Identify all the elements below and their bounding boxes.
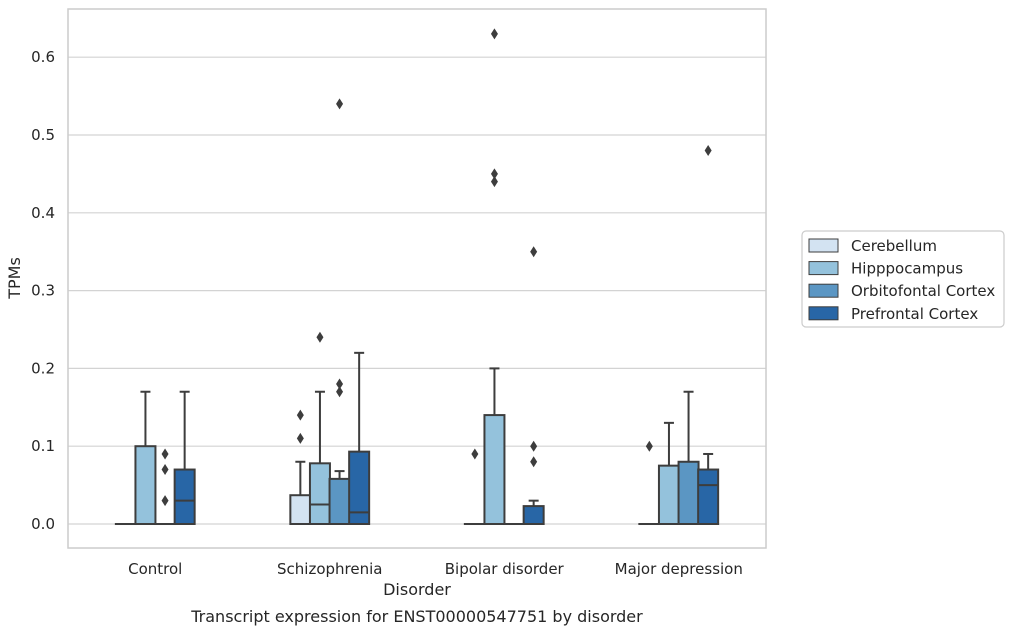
- legend-label: Prefrontal Cortex: [851, 305, 978, 323]
- box-hipppocampus: [135, 392, 155, 524]
- legend-swatch: [809, 307, 838, 320]
- outlier-point: [162, 464, 169, 475]
- y-tick-labels: 0.0 0.1 0.2 0.3 0.4 0.5 0.6: [31, 48, 55, 533]
- box: [310, 463, 330, 524]
- box: [330, 479, 350, 524]
- box-hipppocampus: [484, 28, 504, 524]
- y-tick-label: 0.4: [31, 204, 55, 222]
- y-gridlines: [68, 57, 766, 524]
- box-cerebellum: [639, 441, 659, 524]
- box-groups: [116, 28, 718, 524]
- y-tick-label: 0.2: [31, 359, 55, 377]
- box-orbitofontal-cortex: [155, 448, 175, 524]
- box: [698, 470, 718, 524]
- box: [135, 446, 155, 524]
- outlier-point: [646, 441, 653, 452]
- legend-label: Hipppocampus: [851, 260, 963, 278]
- box: [175, 470, 195, 524]
- box-orbitofontal-cortex: [330, 98, 350, 524]
- outlier-point: [336, 98, 343, 109]
- legend-swatch: [809, 262, 838, 275]
- box: [524, 506, 544, 524]
- outlier-point: [705, 145, 712, 156]
- box: [659, 466, 679, 524]
- box-prefrontal-cortex: [698, 145, 718, 524]
- legend: Cerebellum Hipppocampus Orbitofontal Corte…: [802, 231, 1004, 327]
- box: [484, 415, 504, 524]
- outlier-point: [297, 410, 304, 421]
- outlier-point: [162, 448, 169, 459]
- legend-label: Orbitofontal Cortex: [851, 282, 995, 300]
- box-hipppocampus: [659, 423, 679, 524]
- x-tick-label: Control: [128, 560, 182, 578]
- outlier-point: [530, 456, 537, 467]
- box-prefrontal-cortex: [349, 353, 369, 524]
- y-axis-label: TPMs: [5, 257, 24, 300]
- x-tick-label: Schizophrenia: [277, 560, 382, 578]
- outlier-point: [530, 246, 537, 257]
- x-tick-label: Bipolar disorder: [445, 560, 565, 578]
- box-hipppocampus: [310, 332, 330, 524]
- x-axis-label: Disorder: [383, 580, 451, 599]
- legend-swatch: [809, 284, 838, 297]
- outlier-point: [316, 332, 323, 343]
- outlier-point: [530, 441, 537, 452]
- box-cerebellum: [290, 410, 310, 524]
- box: [679, 462, 699, 524]
- box-cerebellum: [465, 448, 485, 524]
- legend-label: Cerebellum: [851, 237, 937, 255]
- y-tick-label: 0.3: [31, 282, 55, 300]
- outlier-point: [471, 448, 478, 459]
- y-tick-label: 0.6: [31, 48, 55, 66]
- box-orbitofontal-cortex: [679, 392, 699, 524]
- x-tick-label: Major depression: [615, 560, 743, 578]
- y-tick-label: 0.0: [31, 515, 55, 533]
- y-tick-label: 0.5: [31, 126, 55, 144]
- box-prefrontal-cortex: [524, 246, 544, 524]
- outlier-point: [297, 433, 304, 444]
- box-prefrontal-cortex: [175, 392, 195, 524]
- outlier-point: [491, 28, 498, 39]
- y-tick-label: 0.1: [31, 437, 55, 455]
- legend-swatch: [809, 239, 838, 252]
- x-tick-labels: Control Schizophrenia Bipolar disorder Majo…: [128, 560, 743, 578]
- box: [290, 495, 310, 524]
- outlier-point: [336, 378, 343, 389]
- outlier-point: [162, 495, 169, 506]
- outlier-point: [491, 168, 498, 179]
- chart-caption: Transcript expression for ENST0000054775…: [190, 607, 643, 626]
